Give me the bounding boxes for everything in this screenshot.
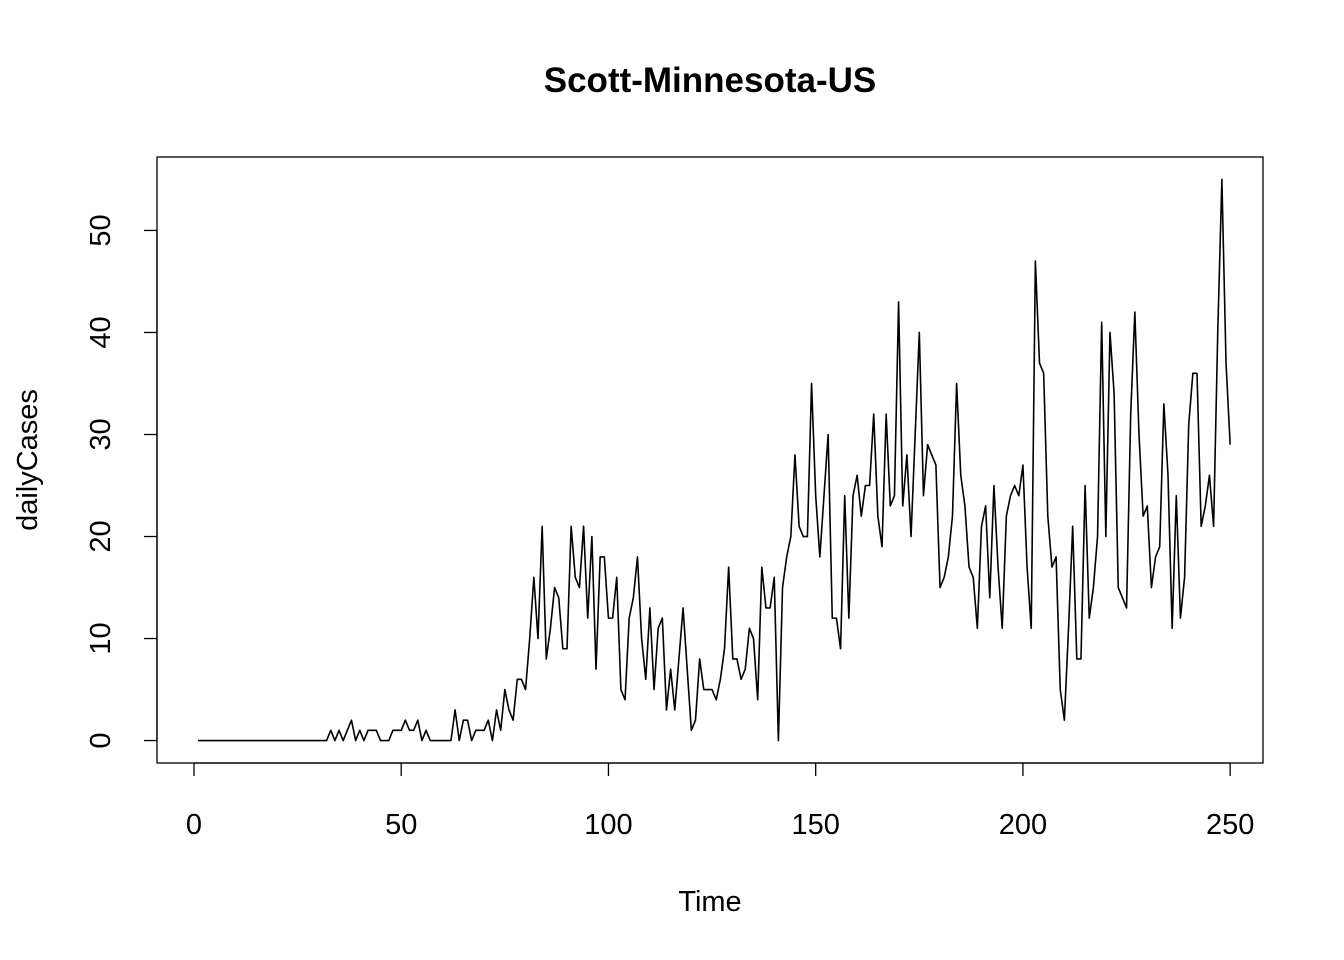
x-axis-title: Time (678, 886, 741, 918)
y-tick-label: 20 (85, 520, 117, 552)
x-tick-label: 250 (1206, 809, 1254, 841)
y-tick-label: 40 (85, 316, 117, 348)
chart-title: Scott-Minnesota-US (544, 61, 877, 100)
plot-frame (156, 156, 1264, 764)
x-tick-label: 50 (385, 809, 417, 841)
x-axis: 0 50 100 150 200 250 (186, 762, 1254, 841)
y-axis: 0 10 20 30 40 50 (85, 214, 158, 749)
y-tick-label: 30 (85, 418, 117, 450)
x-tick-label: 0 (186, 809, 202, 841)
series-line-dailycases (198, 178, 1231, 742)
x-tick-label: 200 (999, 809, 1047, 841)
y-tick-label: 10 (85, 622, 117, 654)
x-tick-label: 100 (584, 809, 632, 841)
y-tick-label: 0 (85, 732, 117, 748)
y-axis-title: dailyCases (12, 389, 44, 531)
x-tick-label: 150 (791, 809, 839, 841)
series-layer (198, 178, 1231, 742)
y-tick-label: 50 (85, 214, 117, 246)
